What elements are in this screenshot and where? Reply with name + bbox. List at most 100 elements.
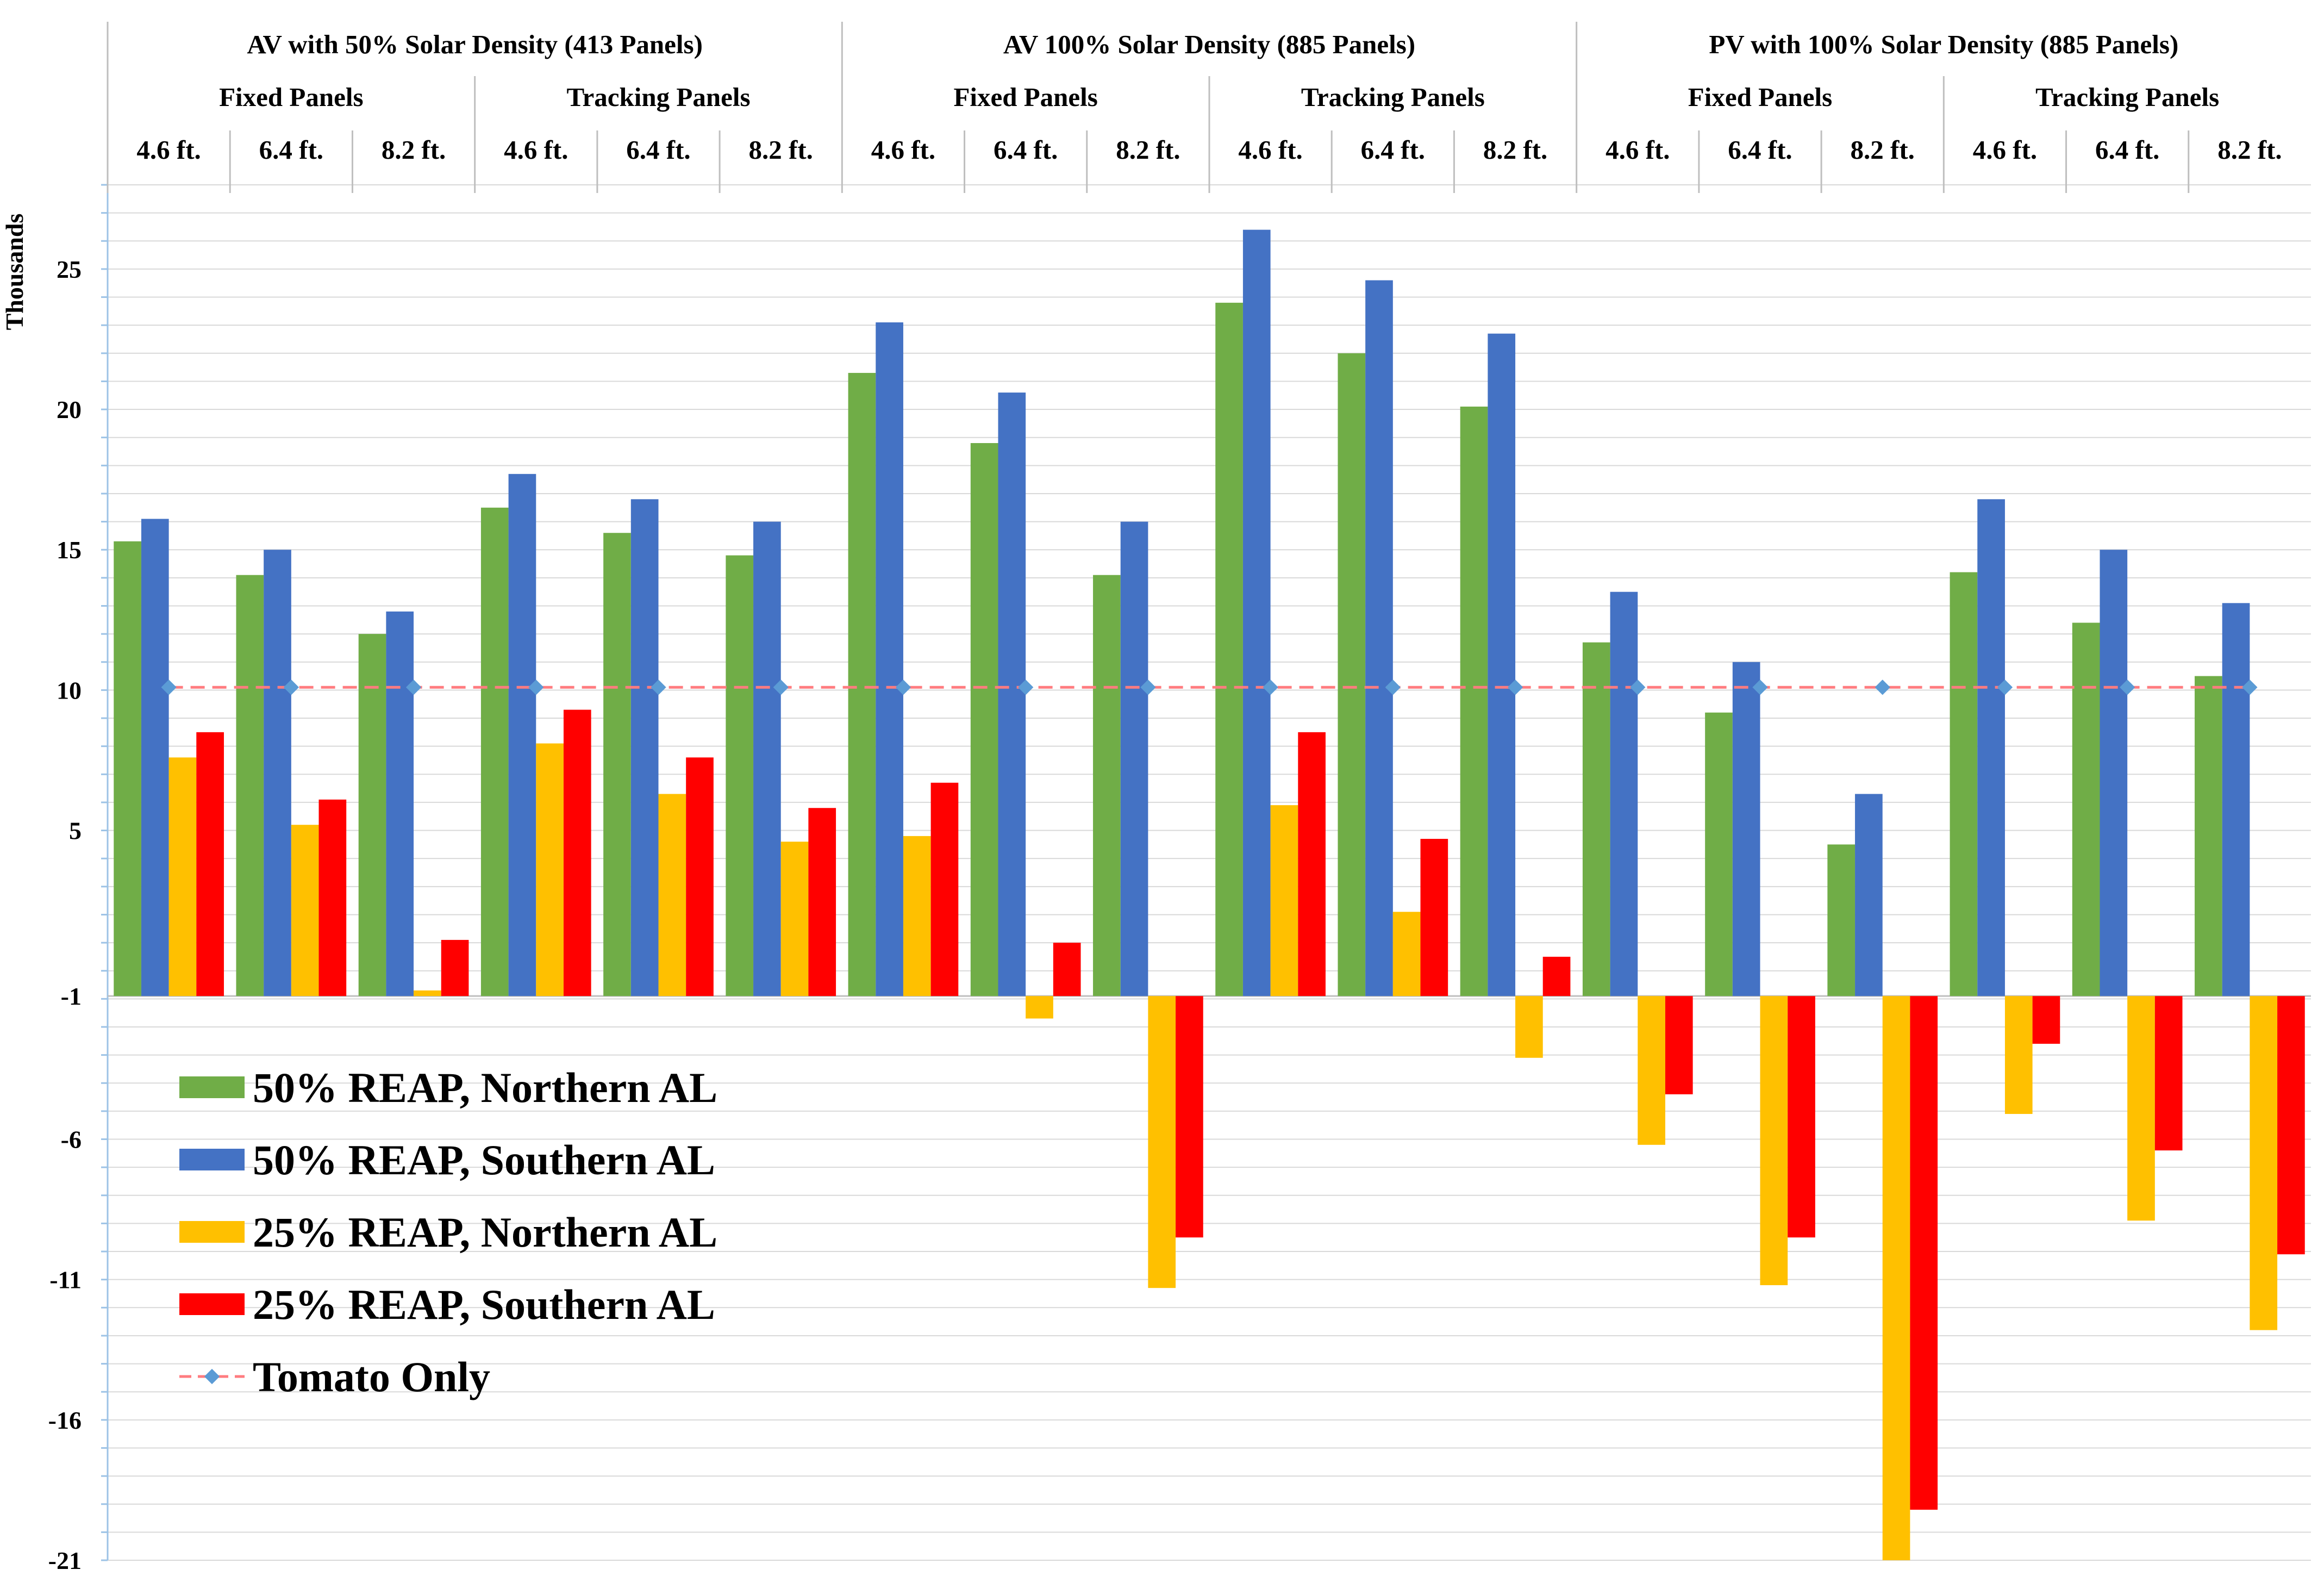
y-tick-label: -6	[61, 1126, 82, 1154]
bar	[536, 743, 564, 996]
subgroup-label: Tracking Panels	[2035, 82, 2219, 112]
bar	[1488, 333, 1516, 996]
height-label: 4.6 ft.	[1238, 135, 1302, 165]
tomato-only-marker	[528, 680, 544, 695]
bar	[414, 990, 441, 996]
legend: 50% REAP, Northern AL 50% REAP, Southern …	[179, 1064, 717, 1400]
group-label: PV with 100% Solar Density (885 Panels)	[1709, 29, 2178, 59]
bar	[1542, 956, 1571, 996]
bar	[1242, 229, 1271, 996]
bar	[196, 732, 224, 996]
group-label: AV 100% Solar Density (885 Panels)	[1003, 29, 1415, 59]
bar	[1977, 499, 2005, 996]
height-label: 8.2 ft.	[749, 135, 813, 165]
subgroup-label: Fixed Panels	[1688, 82, 1832, 112]
bar	[1827, 844, 1856, 996]
legend-swatch	[179, 1076, 245, 1098]
y-axis-label: Thousands	[1, 214, 28, 331]
bar	[848, 372, 876, 996]
tomato-only-line	[161, 680, 2258, 695]
tomato-only-marker	[283, 680, 299, 695]
bar	[1638, 996, 1665, 1145]
bar	[1950, 572, 1978, 996]
bar	[1270, 805, 1298, 996]
bar	[114, 541, 141, 996]
legend-swatch	[179, 1221, 245, 1243]
height-label: 8.2 ft.	[1116, 135, 1180, 165]
bar	[1515, 996, 1543, 1058]
height-label: 4.6 ft.	[871, 135, 935, 165]
y-tick-label: -16	[48, 1406, 82, 1434]
bar	[2250, 996, 2278, 1330]
legend-swatch	[179, 1149, 245, 1170]
bar	[1910, 996, 1938, 1510]
tomato-only-marker	[1507, 680, 1523, 695]
bar	[876, 322, 903, 996]
bar	[358, 634, 386, 996]
bar	[1392, 912, 1421, 996]
bar	[508, 474, 536, 996]
bar	[386, 611, 414, 996]
category-header: 4.6 ft. 6.4 ft. 8.2 ft. Fixed Panels 4.6 ft.…	[107, 22, 2282, 193]
tomato-only-marker	[1140, 680, 1156, 695]
bar	[1298, 732, 1326, 996]
bar	[1610, 591, 1638, 996]
bar	[1665, 996, 1693, 1094]
subgroup-label: Fixed Panels	[219, 82, 363, 112]
tomato-only-marker	[1018, 680, 1034, 695]
bar	[1215, 302, 1243, 996]
bar	[1420, 839, 1448, 996]
bar	[1788, 996, 1815, 1238]
bar	[2154, 996, 2183, 1151]
legend-label: 25% REAP, Southern AL	[253, 1281, 715, 1328]
bar	[753, 521, 781, 996]
bar	[2004, 996, 2033, 1114]
height-label: 6.4 ft.	[626, 135, 690, 165]
height-label: 4.6 ft.	[1973, 135, 2037, 165]
bar	[998, 393, 1026, 996]
tomato-only-marker	[1875, 680, 1890, 695]
tomato-only-marker	[1752, 680, 1768, 695]
bar	[903, 836, 931, 996]
y-tick-label: -11	[49, 1266, 82, 1294]
bar	[930, 782, 959, 996]
height-label: 8.2 ft.	[1851, 135, 1915, 165]
tomato-only-marker	[651, 680, 666, 695]
height-label: 4.6 ft.	[504, 135, 568, 165]
bar	[686, 757, 714, 996]
bar	[658, 794, 686, 996]
y-tick-label: -21	[48, 1547, 82, 1574]
bar	[291, 825, 319, 996]
bar	[236, 575, 264, 996]
bar	[1760, 996, 1788, 1285]
bar	[563, 709, 591, 996]
bar	[1732, 662, 1760, 996]
subgroup-label: Tracking Panels	[566, 82, 750, 112]
height-label: 4.6 ft.	[1605, 135, 1670, 165]
tomato-only-marker	[161, 680, 177, 695]
height-label: 8.2 ft.	[1483, 135, 1547, 165]
bar	[480, 507, 509, 996]
bar	[1855, 794, 1883, 996]
bar	[1026, 996, 1053, 1019]
bar	[1053, 943, 1081, 996]
bar	[1148, 996, 1176, 1288]
bar	[1460, 406, 1488, 996]
bar	[264, 550, 291, 996]
bar	[168, 757, 197, 996]
height-label: 6.4 ft.	[994, 135, 1058, 165]
bar	[141, 519, 169, 996]
y-tick-label: 10	[57, 676, 82, 704]
tomato-only-marker	[1263, 680, 1278, 695]
subgroup-label: Tracking Panels	[1301, 82, 1485, 112]
gridlines	[101, 184, 2311, 1561]
legend-swatch-marker	[204, 1368, 220, 1385]
bar	[1705, 712, 1733, 996]
legend-label: 25% REAP, Northern AL	[253, 1209, 717, 1256]
legend-label: 50% REAP, Southern AL	[253, 1136, 715, 1184]
tomato-only-marker	[2120, 680, 2135, 695]
height-label: 6.4 ft.	[1728, 135, 1792, 165]
bar	[603, 533, 631, 996]
legend-label: 50% REAP, Northern AL	[253, 1064, 717, 1111]
